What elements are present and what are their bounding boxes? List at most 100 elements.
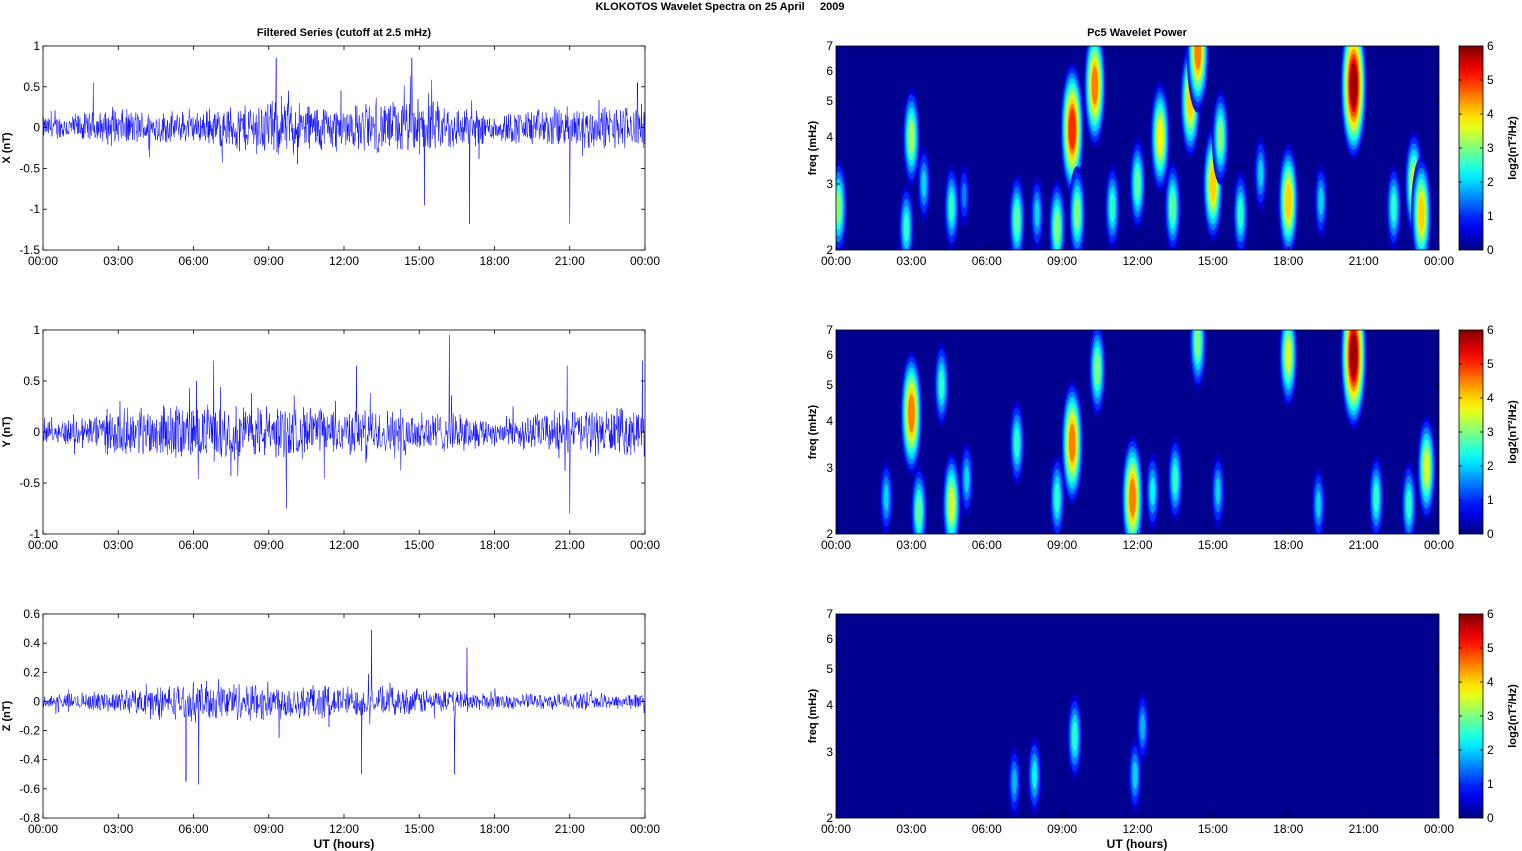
x-tick-label: 12:00 — [1122, 254, 1152, 268]
colorbar — [1458, 329, 1484, 535]
power-blob-1 — [836, 191, 842, 224]
x-tick-label: 03:00 — [103, 822, 133, 836]
x-tick-label: 15:00 — [404, 254, 434, 268]
timeseries-panel-3: -0.8 -0.6 -0.4 -0.2 0 0.2 0.4 0.6 00:00 03:00 06:0… — [1, 607, 660, 836]
power-blob-4 — [1132, 761, 1138, 789]
x-tick-label: 21:00 — [1349, 538, 1379, 552]
y-tick-label: -0.4 — [19, 753, 40, 767]
power-blob-7 — [1014, 205, 1020, 236]
power-blob-15 — [1157, 119, 1164, 155]
x-tick-label: 03:00 — [896, 822, 926, 836]
colorbar-tick-label: 6 — [1487, 323, 1494, 337]
x-tick-label: 09:00 — [1047, 822, 1077, 836]
y-tick-label: 2 — [826, 527, 833, 541]
x-tick-label: 00:00 — [1424, 254, 1454, 268]
colorbar — [1458, 613, 1484, 819]
power-blob-28 — [1418, 195, 1425, 232]
colorbar-tick-label: 2 — [1487, 175, 1494, 189]
series-line — [42, 630, 646, 785]
x-tick-label: 00:00 — [28, 254, 58, 268]
colorbar-label: log2(nT²/Hz) — [1507, 400, 1519, 464]
spectrum-panel-3: 2 3 4 5 6 7 00:00 03:00 06:00 09:00 12:00 15:00 18:0… — [807, 607, 1519, 836]
x-tick-label: 00:00 — [28, 538, 58, 552]
y-tick-label: 3 — [826, 461, 833, 475]
colorbar-tick-label: 0 — [1487, 811, 1494, 825]
colorbar-tick-label: 2 — [1487, 459, 1494, 473]
y-tick-label: 5 — [826, 662, 833, 676]
x-tick-label: 21:00 — [555, 538, 585, 552]
power-blob-1 — [883, 484, 889, 512]
colorbar-tick-label: 4 — [1487, 675, 1494, 689]
y-tick-label: 0.5 — [23, 374, 40, 388]
colorbar-tick-label: 4 — [1487, 391, 1494, 405]
x-tick-label: 21:00 — [1349, 822, 1379, 836]
power-blob-18 — [1349, 333, 1358, 378]
x-tick-label: 21:00 — [1349, 254, 1379, 268]
y-tick-label: 5 — [826, 378, 833, 392]
x-tick-label: 03:00 — [896, 538, 926, 552]
x-tick-label: 15:00 — [1198, 254, 1228, 268]
y-tick-label: -0.5 — [19, 161, 40, 175]
x-tick-label: 00:00 — [821, 538, 851, 552]
x-tick-label: 06:00 — [972, 538, 1002, 552]
y-axis-label: X (nT) — [1, 132, 13, 163]
colorbar-tick-label: 3 — [1487, 709, 1494, 723]
x-tick-label: 09:00 — [254, 822, 284, 836]
power-blob-10 — [1068, 108, 1076, 150]
x-tick-label: 00:00 — [28, 822, 58, 836]
power-blob-12 — [1091, 66, 1098, 105]
x-tick-label: 15:00 — [404, 822, 434, 836]
y-tick-label: 7 — [826, 607, 833, 621]
plot-background — [43, 614, 645, 818]
x-tick-label: 12:00 — [1122, 822, 1152, 836]
y-axis-label: Y (nT) — [1, 416, 13, 447]
power-blob-8 — [1034, 200, 1040, 228]
power-blob-8 — [1054, 483, 1060, 513]
x-tick-label: 06:00 — [972, 254, 1002, 268]
x-tick-label: 12:00 — [329, 822, 359, 836]
power-blob-19 — [1373, 483, 1379, 513]
y-axis-label: freq (mHz) — [807, 120, 819, 175]
power-blob-5 — [1140, 713, 1145, 740]
y-tick-label: -0.8 — [19, 811, 40, 825]
y-tick-label: 1 — [33, 39, 40, 53]
colorbar-tick-label: 6 — [1487, 607, 1494, 621]
power-blob-5 — [948, 192, 955, 222]
x-tick-label: 09:00 — [254, 538, 284, 552]
y-tick-label: 0.4 — [23, 636, 40, 650]
y-tick-label: 5 — [826, 94, 833, 108]
power-blob-26 — [1391, 192, 1397, 222]
power-blob-2 — [908, 394, 915, 433]
power-blob-7 — [1014, 428, 1020, 458]
colorbar-tick-label: 0 — [1487, 527, 1494, 541]
x-tick-label: 18:00 — [1273, 822, 1303, 836]
x-axis-label-left: UT (hours) — [314, 837, 375, 851]
x-tick-label: 03:00 — [103, 254, 133, 268]
x-tick-label: 15:00 — [1198, 538, 1228, 552]
spectrum-panel-1: 2 3 4 5 6 7 00:00 03:00 06:00 09:00 12:00 15:00 18:0… — [807, 39, 1519, 268]
y-tick-label: 3 — [826, 745, 833, 759]
power-blob-14 — [1134, 168, 1141, 200]
y-tick-label: 4 — [826, 414, 833, 428]
x-tick-label: 00:00 — [1424, 822, 1454, 836]
y-tick-label: 3 — [826, 177, 833, 191]
x-tick-label: 00:00 — [1424, 538, 1454, 552]
x-tick-label: 03:00 — [103, 538, 133, 552]
colorbar-tick-label: 3 — [1487, 425, 1494, 439]
x-tick-label: 06:00 — [178, 822, 208, 836]
power-blob-9 — [1054, 211, 1060, 244]
power-blob-16 — [1285, 338, 1292, 373]
y-tick-label: -1 — [29, 202, 40, 216]
left-column-title: Filtered Series (cutoff at 2.5 mHz) — [257, 27, 432, 39]
power-blob-22 — [1258, 159, 1264, 187]
power-blobs — [836, 46, 1432, 250]
y-tick-label: 0 — [33, 425, 40, 439]
y-tick-label: 6 — [826, 348, 833, 362]
power-blob-11 — [1074, 197, 1080, 230]
power-blob-3 — [1072, 721, 1078, 752]
x-axis-label-right: UT (hours) — [1107, 837, 1168, 851]
y-tick-label: 0.5 — [23, 80, 40, 94]
x-tick-label: 09:00 — [254, 254, 284, 268]
x-tick-label: 00:00 — [821, 822, 851, 836]
